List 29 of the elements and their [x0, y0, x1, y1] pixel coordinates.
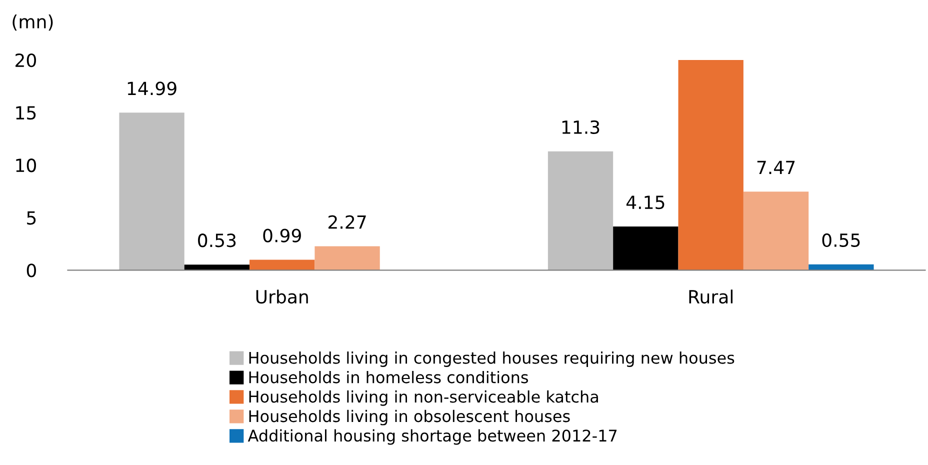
bar — [548, 151, 614, 270]
legend-label: Households living in non-serviceable katcha — [249, 390, 598, 406]
data-label: 2.27 — [328, 215, 366, 229]
bar — [613, 226, 678, 270]
bar — [119, 112, 184, 270]
data-label: 4.15 — [626, 196, 664, 210]
y-tick-label: 20 — [16, 53, 36, 68]
x-tick-label: Urban — [256, 290, 308, 304]
bar — [250, 260, 315, 270]
data-label: 0.55 — [822, 233, 860, 247]
bar — [314, 246, 380, 270]
y-tick-label: 10 — [16, 158, 36, 172]
legend-label: Households in homeless conditions — [249, 370, 528, 384]
y-tick-label: 15 — [16, 106, 36, 120]
legend-label: Additional housing shortage between 2012-17 — [248, 429, 617, 445]
legend-label: Households living in obsolescent houses — [249, 410, 570, 426]
y-tick-label: 0 — [26, 264, 36, 278]
bar — [678, 60, 744, 270]
x-tick-label: Rural — [689, 290, 732, 304]
y-axis-title: (mn) — [12, 14, 53, 31]
data-label: 0.99 — [263, 228, 301, 242]
y-tick-label: 5 — [27, 211, 36, 225]
bar — [743, 192, 809, 270]
data-label: 11.3 — [562, 120, 600, 134]
legend-label: Households living in congested houses requiring new houses — [249, 352, 734, 367]
data-label: 0.53 — [198, 234, 236, 248]
data-label: 14.99 — [128, 82, 176, 96]
bar — [184, 264, 250, 270]
data-label: 7.47 — [757, 160, 795, 174]
